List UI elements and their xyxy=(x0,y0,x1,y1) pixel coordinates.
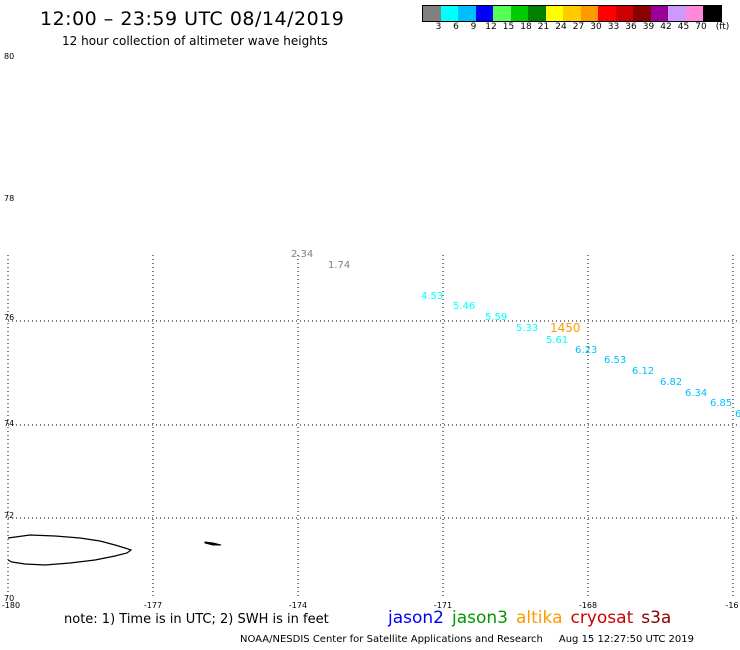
lon-label-168: -168 xyxy=(579,601,597,610)
colorbar-label: 42 xyxy=(660,22,672,32)
colorbar-swatch xyxy=(685,6,703,21)
longitude-labels: -180 -177 -174 -171 -168 -16 xyxy=(2,601,739,610)
lat-label-72: 72 xyxy=(4,511,14,520)
swh-observation: 5.59 xyxy=(485,312,507,323)
swh-observation: 6.85 xyxy=(710,398,732,409)
colorbar-swatch xyxy=(703,6,721,21)
colorbar-label: 15 xyxy=(502,22,515,32)
colorbar-swatch xyxy=(458,6,476,21)
satellite-name-jason2: jason2 xyxy=(388,608,444,628)
colorbar-label: 21 xyxy=(537,22,550,32)
map-title: 12:00 – 23:59 UTC 08/14/2019 xyxy=(40,8,345,30)
colorbar-labels: 3 6 9 12 15 18 21 24 27 30 33 36 39 42 45 70 (ft) xyxy=(422,22,740,34)
colorbar-label: 70 xyxy=(695,22,707,32)
satellite-legend: jason2 jason3 altika cryosat s3a xyxy=(388,608,679,628)
colorbar-label: 33 xyxy=(607,22,620,32)
colorbar-swatch xyxy=(528,6,546,21)
swh-observation: 5.33 xyxy=(516,323,538,334)
wave-height-colorbar xyxy=(422,5,722,22)
swh-observation: 6.34 xyxy=(685,388,707,399)
colorbar-swatch xyxy=(493,6,511,21)
colorbar-label: 6 xyxy=(453,22,459,32)
swh-observation: 5.46 xyxy=(453,301,475,312)
colorbar-label: 12 xyxy=(485,22,497,32)
generated-timestamp: Aug 15 12:27:50 UTC 2019 xyxy=(558,634,695,645)
swh-observation: 6 xyxy=(735,409,740,420)
swh-observation: 2.34 xyxy=(291,249,313,260)
credit-footer: NOAA/NESDIS Center for Satellite Applica… xyxy=(240,634,694,645)
lat-label-76: 76 xyxy=(4,313,14,322)
colorbar-swatch xyxy=(510,6,528,21)
lat-label-70: 70 xyxy=(4,594,14,603)
colorbar-label: 18 xyxy=(520,22,532,32)
islet-coastline xyxy=(204,541,222,546)
swh-observation: 4.53 xyxy=(421,291,443,302)
colorbar-swatch xyxy=(423,6,441,21)
colorbar-swatch xyxy=(475,6,493,21)
satellite-name-s3a: s3a xyxy=(641,608,672,628)
wave-height-observations: 2.34 1.74 4.53 5.46 5.59 5.33 1450 5.61 … xyxy=(291,249,740,420)
colorbar-label: 24 xyxy=(555,22,567,32)
colorbar-label: 30 xyxy=(590,22,602,32)
colorbar-swatch xyxy=(440,6,458,21)
lon-label-180: -180 xyxy=(2,601,20,610)
colorbar-label: 39 xyxy=(642,22,655,32)
colorbar-label: 45 xyxy=(677,22,690,32)
colorbar-label: 36 xyxy=(625,22,637,32)
grid-lines xyxy=(7,255,740,598)
lat-label-74: 74 xyxy=(4,419,14,428)
swh-observation: 1.74 xyxy=(328,260,350,271)
swh-observation: 6.82 xyxy=(660,377,682,388)
lat-label-78: 78 xyxy=(4,194,14,203)
swh-observation: 6.53 xyxy=(604,355,626,366)
colorbar-swatch xyxy=(545,6,563,21)
swh-observation: 6.23 xyxy=(575,345,597,356)
latitude-labels: 80 78 76 74 72 70 xyxy=(4,52,14,603)
units-note: note: 1) Time is in UTC; 2) SWH is in fe… xyxy=(64,612,329,627)
colorbar-label: 3 xyxy=(435,22,442,32)
satellite-name-cryosat: cryosat xyxy=(570,608,634,628)
lon-label-177: -177 xyxy=(144,601,162,610)
colorbar-swatch xyxy=(650,6,668,21)
lat-label-80: 80 xyxy=(4,52,14,61)
colorbar-swatch xyxy=(615,6,633,21)
credit-text: NOAA/NESDIS Center for Satellite Applica… xyxy=(240,634,543,645)
colorbar-swatch xyxy=(633,6,651,21)
lon-label-165: -16 xyxy=(725,601,738,610)
colorbar-label: 27 xyxy=(572,22,585,32)
colorbar-label: (ft) xyxy=(715,22,730,32)
satellite-name-jason3: jason3 xyxy=(452,608,508,628)
map-subtitle: 12 hour collection of altimeter wave hei… xyxy=(62,34,328,48)
lon-label-174: -174 xyxy=(289,601,307,610)
wrangel-island-coastline xyxy=(7,534,133,566)
swh-observation-time: 1450 xyxy=(550,321,581,335)
satellite-name-altika: altika xyxy=(516,608,563,628)
colorbar-label: 9 xyxy=(470,22,477,32)
colorbar-swatch xyxy=(668,6,686,21)
swh-observation: 5.61 xyxy=(546,335,568,346)
lon-label-171: -171 xyxy=(434,601,452,610)
colorbar-swatch xyxy=(598,6,616,21)
swh-observation: 6.12 xyxy=(632,366,654,377)
colorbar-swatch xyxy=(580,6,598,21)
colorbar-swatch xyxy=(563,6,581,21)
